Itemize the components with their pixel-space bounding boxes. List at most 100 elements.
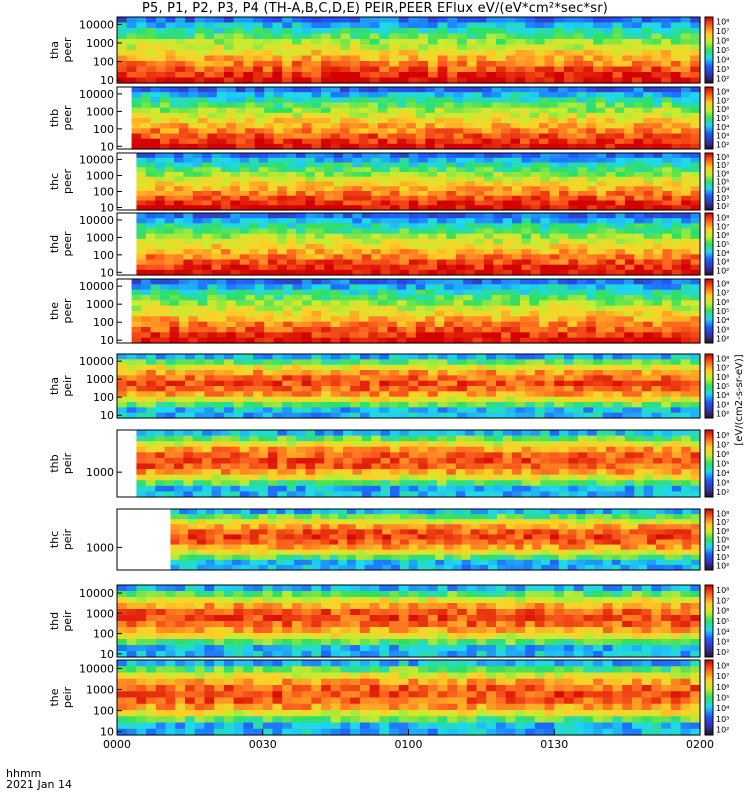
heat-cell bbox=[425, 284, 436, 291]
heat-cell bbox=[530, 195, 541, 202]
heat-cell bbox=[226, 305, 237, 312]
heat-cell bbox=[427, 172, 438, 178]
heat-cell bbox=[117, 61, 128, 68]
heat-cell bbox=[282, 386, 293, 392]
heat-cell bbox=[606, 205, 617, 211]
heat-cell bbox=[214, 28, 225, 35]
heat-cell bbox=[568, 259, 579, 266]
heat-cell bbox=[671, 269, 682, 276]
heat-cell bbox=[188, 107, 199, 114]
heat-cell bbox=[183, 480, 194, 487]
heat-cell bbox=[408, 249, 419, 255]
heat-cell bbox=[690, 28, 701, 35]
heat-cell bbox=[596, 228, 607, 235]
heat-cell bbox=[136, 463, 147, 470]
heat-cell bbox=[662, 305, 673, 312]
heat-cell bbox=[690, 181, 701, 187]
heat-cell bbox=[145, 441, 156, 448]
heat-cell bbox=[197, 327, 208, 333]
heat-cell bbox=[567, 300, 578, 307]
heat-cell bbox=[349, 118, 360, 124]
heat-cell bbox=[233, 44, 244, 51]
heat-cell bbox=[493, 176, 504, 183]
heat-cell bbox=[482, 133, 493, 140]
heat-cell bbox=[520, 295, 531, 301]
heat-cell bbox=[398, 386, 410, 392]
heat-cell bbox=[136, 33, 147, 40]
heat-cell bbox=[515, 396, 526, 403]
heat-cell bbox=[283, 311, 294, 317]
heat-cell bbox=[408, 469, 419, 476]
heat-cell bbox=[425, 107, 436, 114]
heat-cell bbox=[661, 364, 672, 371]
heat-cell bbox=[183, 269, 194, 276]
heat-cell bbox=[653, 249, 664, 255]
heat-cell bbox=[538, 321, 550, 328]
heat-cell bbox=[593, 44, 604, 51]
heat-cell bbox=[434, 107, 445, 114]
heat-cell bbox=[690, 191, 701, 197]
heat-cell bbox=[178, 143, 190, 150]
heat-cell bbox=[671, 289, 682, 296]
heat-cell bbox=[359, 359, 371, 366]
heat-cell bbox=[165, 33, 176, 40]
heat-cell bbox=[361, 264, 372, 271]
heat-cell bbox=[465, 191, 476, 197]
heat-cell bbox=[311, 133, 322, 140]
heat-cell bbox=[273, 332, 284, 339]
heat-cell bbox=[389, 33, 400, 40]
heat-cell bbox=[264, 300, 275, 307]
heat-cell bbox=[615, 259, 626, 266]
heat-cell bbox=[343, 200, 354, 206]
heat-cell bbox=[486, 33, 497, 40]
heat-cell bbox=[491, 118, 502, 124]
heat-cell bbox=[474, 162, 485, 168]
heat-cell bbox=[418, 44, 429, 51]
heat-cell bbox=[358, 321, 370, 328]
heat-cell bbox=[415, 87, 426, 93]
heat-cell bbox=[681, 259, 692, 266]
heat-cell bbox=[233, 17, 244, 24]
heat-cell bbox=[680, 412, 691, 419]
heat-cell bbox=[145, 157, 156, 164]
colorbar-tick-label: 10² bbox=[716, 74, 729, 83]
heat-cell bbox=[612, 28, 623, 35]
heat-cell bbox=[262, 44, 274, 51]
heat-cell bbox=[418, 33, 429, 40]
heat-cell bbox=[267, 191, 278, 197]
heat-cell bbox=[239, 446, 250, 453]
heat-cell bbox=[512, 452, 523, 459]
heat-cell bbox=[398, 55, 410, 62]
heat-cell bbox=[463, 102, 474, 109]
heat-cell bbox=[534, 375, 546, 382]
heat-cell bbox=[690, 138, 701, 145]
heat-cell bbox=[235, 321, 246, 328]
heat-cell bbox=[160, 107, 171, 114]
heat-cell bbox=[343, 238, 354, 245]
heat-cell bbox=[214, 22, 225, 29]
heat-cell bbox=[311, 102, 322, 109]
heat-cell bbox=[586, 279, 597, 285]
y-tick-label: 100 bbox=[93, 185, 114, 198]
heat-cell bbox=[230, 162, 241, 168]
heat-cell bbox=[406, 311, 417, 317]
heat-cell bbox=[681, 218, 692, 224]
heat-cell bbox=[192, 191, 203, 197]
heat-cell bbox=[634, 228, 645, 235]
heat-cell bbox=[359, 44, 371, 51]
heat-cell bbox=[230, 218, 241, 224]
heat-cell bbox=[671, 295, 682, 301]
heat-cell bbox=[615, 254, 626, 261]
heat-cell bbox=[230, 249, 241, 255]
heat-cell bbox=[169, 289, 180, 296]
heat-cell bbox=[141, 300, 152, 307]
heat-cell bbox=[615, 186, 626, 192]
heat-cell bbox=[321, 92, 332, 98]
heat-cell bbox=[586, 102, 597, 109]
heat-cell bbox=[292, 289, 303, 296]
heat-cell bbox=[529, 87, 540, 93]
heat-cell bbox=[530, 167, 541, 173]
heat-cell bbox=[529, 300, 540, 307]
heat-cell bbox=[146, 77, 157, 84]
heat-cell bbox=[465, 269, 476, 276]
